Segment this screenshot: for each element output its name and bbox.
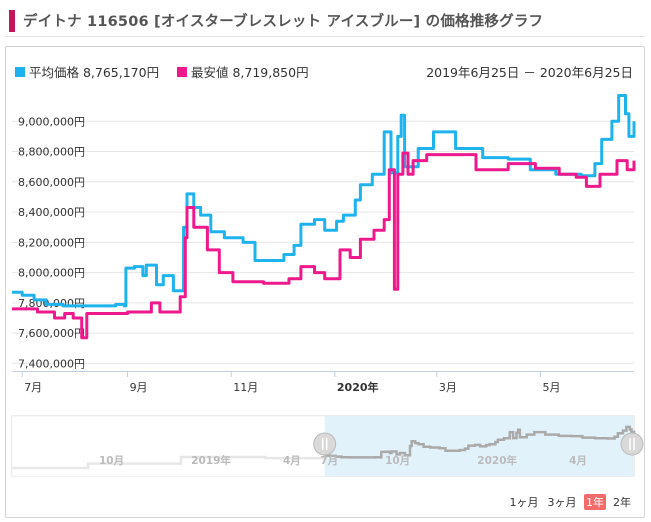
legend-average-swatch	[15, 67, 25, 77]
range-navigator[interactable]: 10月 2019年 4月 7月 10月 2020年 4月	[11, 415, 644, 477]
date-range-label: 2019年6月25日 － 2020年6月25日	[426, 65, 633, 80]
y-tick-label: 7,400,000円	[18, 357, 85, 370]
x-tick-label: 9月	[130, 381, 148, 394]
navigator-tick-label: 10月	[99, 455, 124, 467]
navigator-unselected-mask	[12, 416, 325, 476]
zoom-button-4[interactable]: 2年	[613, 495, 631, 509]
x-tick-label: 11月	[233, 381, 258, 394]
chart-panel	[5, 46, 645, 518]
y-tick-label: 8,200,000円	[18, 236, 85, 249]
handle-knob[interactable]	[313, 432, 337, 456]
x-tick-label: 5月	[543, 381, 561, 394]
min-price-line	[12, 151, 636, 340]
y-tick-label: 8,400,000円	[18, 206, 85, 219]
navigator-series-line	[12, 425, 636, 470]
y-tick-label: 8,000,000円	[18, 267, 85, 280]
zoom-button-label[interactable]: 2年	[613, 495, 631, 509]
y-tick-label: 9,000,000円	[18, 115, 85, 128]
y-tick-label: 8,600,000円	[18, 176, 85, 189]
zoom-selected-bg	[584, 494, 606, 510]
zoom-button-3[interactable]: 1年	[584, 494, 606, 510]
x-tick-label: 7月	[24, 381, 42, 394]
zoom-button-label[interactable]: 1年	[586, 495, 604, 509]
navigator-right-handle[interactable]	[620, 432, 644, 456]
navigator-tick-label: 4月	[283, 455, 301, 467]
navigator-tick-label: 7月	[320, 455, 338, 467]
navigator-tick-label: 2020年	[477, 454, 517, 467]
legend-min-swatch	[177, 67, 187, 77]
zoom-buttons[interactable]: 1ヶ月 3ヶ月 1年 2年	[510, 494, 632, 510]
navigator-tick-label: 10月	[385, 455, 410, 467]
chart-title-bar: デイトナ 116506 [オイスターブレスレット アイスブルー] の価格推移グラ…	[5, 4, 645, 37]
x-tick-label: 3月	[439, 381, 457, 394]
navigator-tick-label: 4月	[569, 455, 587, 467]
chart-title: デイトナ 116506 [オイスターブレスレット アイスブルー] の価格推移グラ…	[23, 14, 544, 30]
navigator-left-handle[interactable]	[313, 432, 337, 456]
plot-series	[12, 94, 636, 340]
legend-average-label[interactable]: 平均価格 8,765,170円	[29, 65, 159, 80]
y-tick-label: 7,600,000円	[18, 327, 85, 340]
gridlines	[12, 120, 634, 364]
legend-min-label[interactable]: 最安値 8,719,850円	[191, 65, 309, 80]
navigator-tick-label: 2019年	[191, 454, 231, 467]
legend[interactable]: 平均価格 8,765,170円 最安値 8,719,850円	[15, 65, 309, 80]
zoom-button-label[interactable]: 1ヶ月	[510, 496, 539, 509]
title-accent-bar	[9, 10, 15, 32]
zoom-button-2[interactable]: 3ヶ月	[548, 496, 577, 509]
y-axis: 7,400,000円7,600,000円7,800,000円8,000,000円…	[18, 115, 85, 370]
handle-knob[interactable]	[620, 432, 644, 456]
average-price-line	[12, 94, 636, 308]
x-axis: 7月 9月 11月 2020年 3月 5月	[12, 371, 634, 394]
zoom-button-label[interactable]: 3ヶ月	[548, 496, 577, 509]
zoom-button-1[interactable]: 1ヶ月	[510, 496, 539, 509]
y-tick-label: 8,800,000円	[18, 146, 85, 159]
x-tick-label: 2020年	[337, 380, 379, 394]
